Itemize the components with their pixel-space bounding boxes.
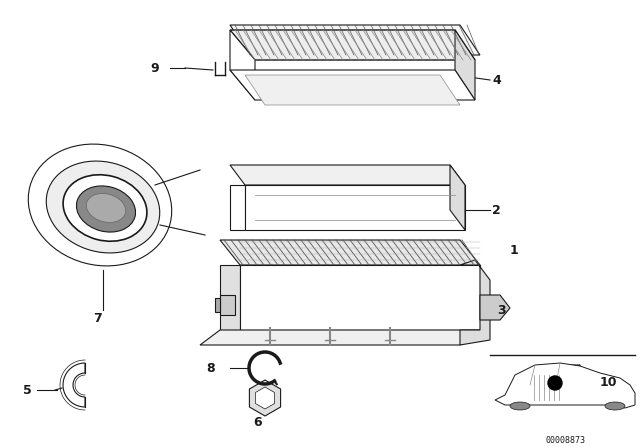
Text: 4: 4: [492, 73, 500, 86]
Text: 8: 8: [206, 362, 215, 375]
Polygon shape: [215, 298, 220, 312]
Polygon shape: [240, 265, 480, 330]
Text: 10: 10: [600, 375, 618, 388]
Ellipse shape: [86, 194, 125, 223]
Polygon shape: [230, 30, 255, 100]
Polygon shape: [200, 330, 480, 345]
Circle shape: [548, 376, 562, 390]
Polygon shape: [245, 185, 465, 230]
Text: 7: 7: [93, 311, 101, 324]
Polygon shape: [460, 260, 490, 345]
Polygon shape: [450, 165, 465, 230]
Text: 2: 2: [492, 203, 500, 216]
Polygon shape: [230, 185, 245, 230]
Polygon shape: [230, 70, 475, 100]
Polygon shape: [220, 295, 235, 315]
Text: 6: 6: [253, 415, 262, 428]
Polygon shape: [245, 75, 460, 105]
Ellipse shape: [510, 402, 530, 410]
Polygon shape: [480, 295, 510, 320]
Polygon shape: [530, 365, 580, 375]
Polygon shape: [530, 375, 565, 400]
Polygon shape: [455, 30, 475, 100]
Text: 00008873: 00008873: [545, 435, 585, 444]
Polygon shape: [220, 265, 240, 330]
Polygon shape: [220, 240, 480, 265]
Polygon shape: [230, 25, 480, 55]
Polygon shape: [495, 363, 635, 408]
Text: 3: 3: [497, 303, 506, 316]
Polygon shape: [63, 363, 85, 407]
Polygon shape: [230, 30, 475, 60]
Polygon shape: [250, 380, 280, 416]
Ellipse shape: [76, 186, 136, 232]
Ellipse shape: [46, 161, 160, 253]
Polygon shape: [255, 387, 275, 409]
Ellipse shape: [63, 175, 147, 241]
Polygon shape: [565, 365, 580, 400]
Text: 1: 1: [510, 244, 519, 257]
Text: 5: 5: [23, 383, 32, 396]
Ellipse shape: [28, 144, 172, 266]
Text: 9: 9: [150, 61, 159, 74]
Ellipse shape: [605, 402, 625, 410]
Polygon shape: [230, 165, 465, 185]
